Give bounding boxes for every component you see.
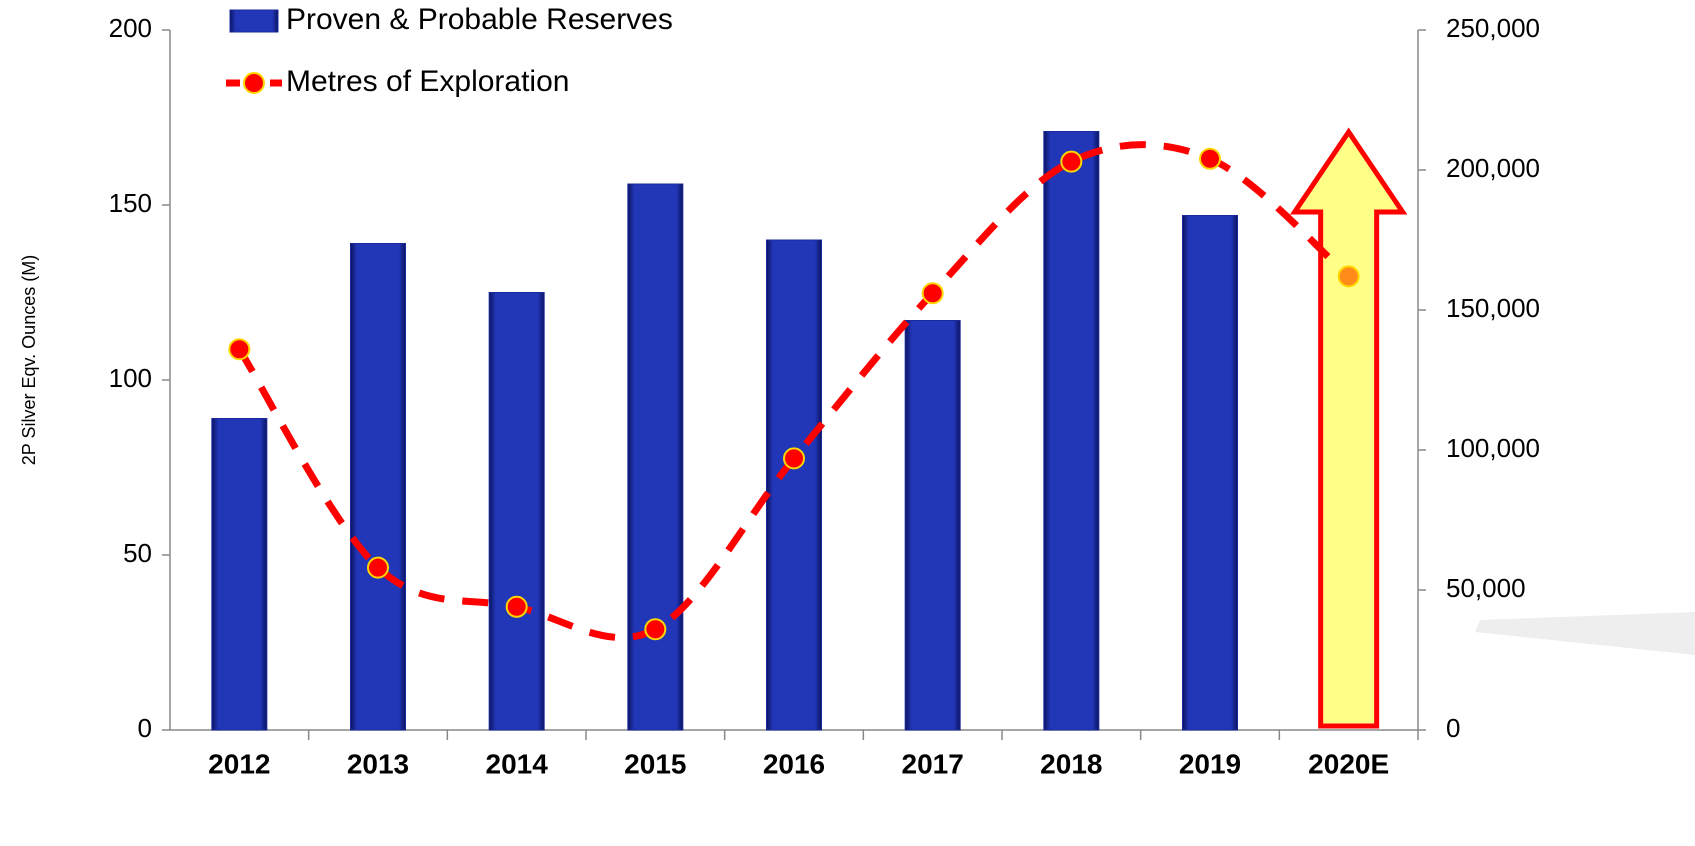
x-tick-label: 2013 [347,748,409,779]
bar [488,292,545,731]
marker [367,556,389,579]
y2-tick-label: 250,000 [1446,13,1540,43]
x-tick-label: 2020E [1308,748,1389,779]
bar [766,239,822,731]
y-tick-label: 150 [109,188,152,218]
y-tick-label: 50 [123,538,152,568]
y-axis-label: 2P Silver Eqv. Ounces (M) [19,255,39,465]
y-tick-label: 100 [109,363,152,393]
legend-label: Metres of Exploration [286,65,569,98]
x-tick-label: 2014 [486,748,549,779]
x-tick-label: 2015 [624,748,686,779]
y-tick-label: 0 [138,713,152,743]
marker [1199,147,1221,170]
marker [228,338,251,361]
bar [1182,215,1238,731]
x-tick-label: 2019 [1179,748,1241,779]
legend-label: Proven & Probable Reserves [286,3,673,36]
arrow [1289,127,1408,729]
y2-tick-label: 200,000 [1446,153,1540,183]
bar [1043,131,1100,731]
legend-swatch [229,9,279,33]
x-tick-label: 2017 [902,748,964,779]
y2-tick-label: 50,000 [1446,573,1526,603]
bar [627,183,684,731]
marker [505,595,528,618]
x-tick-label: 2018 [1040,748,1102,779]
bar [211,418,268,731]
y2-tick-label: 100,000 [1446,433,1540,463]
marker [1060,150,1083,173]
marker [783,447,805,470]
shadow [1475,612,1695,655]
legend-swatch [243,72,265,94]
y-tick-label: 200 [109,13,152,43]
y2-tick-label: 150,000 [1446,293,1540,323]
marker [644,618,667,641]
marker [1337,265,1360,288]
bar [350,243,406,731]
x-tick-label: 2016 [763,748,825,779]
marker [921,282,944,305]
y2-tick-label: 0 [1446,713,1460,743]
x-tick-label: 2012 [208,748,270,779]
bar [904,320,961,731]
